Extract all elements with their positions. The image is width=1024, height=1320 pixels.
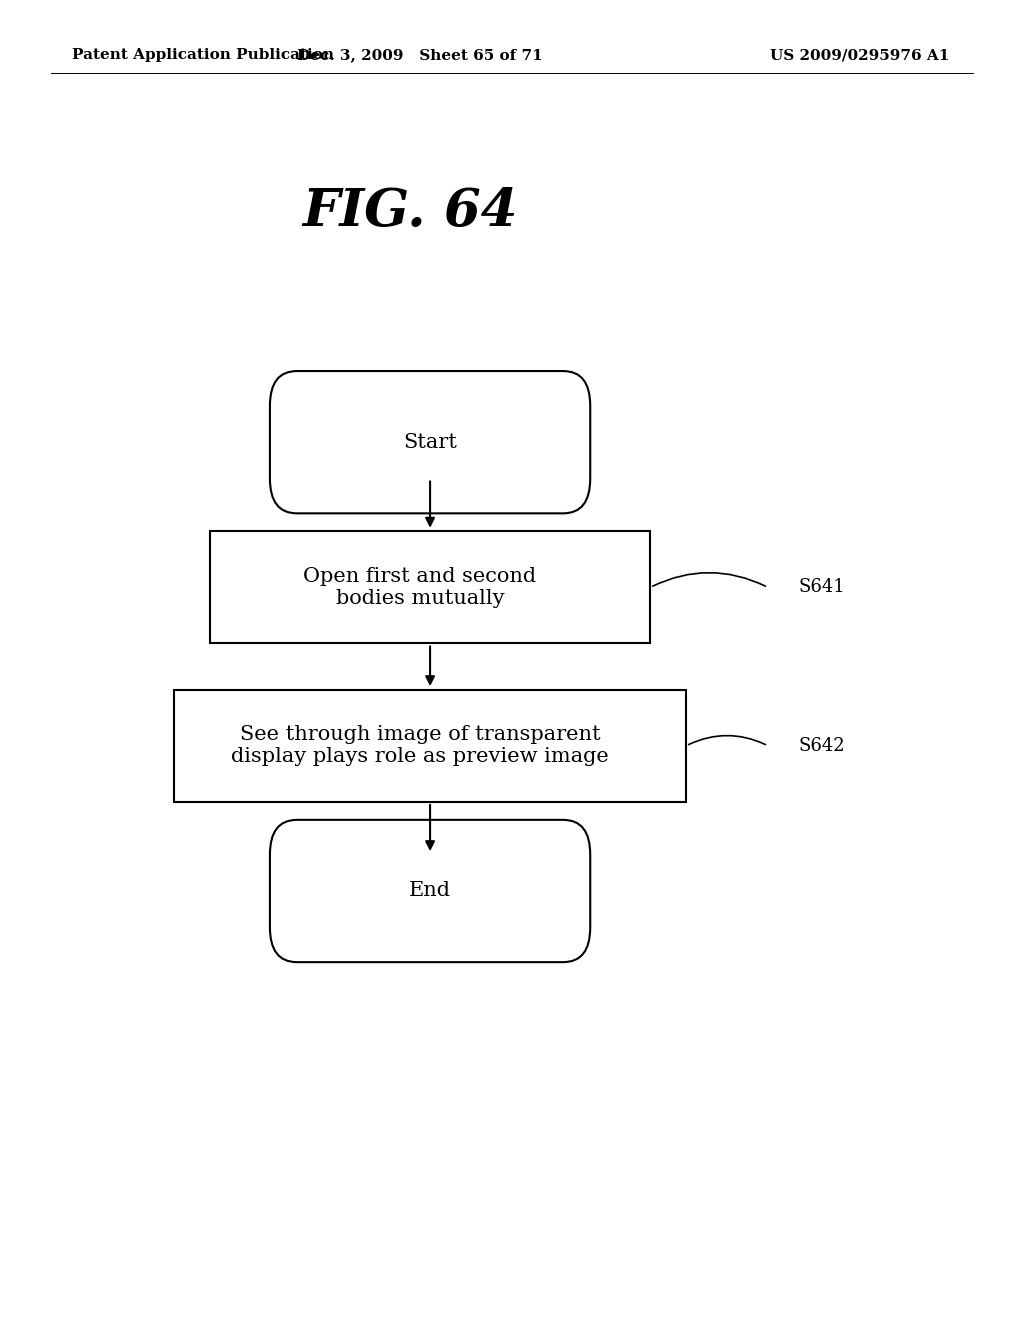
FancyBboxPatch shape [270,820,590,962]
Text: S642: S642 [799,737,846,755]
Text: Dec. 3, 2009   Sheet 65 of 71: Dec. 3, 2009 Sheet 65 of 71 [297,49,543,62]
Text: Start: Start [403,433,457,451]
Bar [210,531,650,643]
Text: See through image of transparent
display plays role as preview image: See through image of transparent display… [231,725,608,767]
Text: Patent Application Publication: Patent Application Publication [72,49,334,62]
Text: FIG. 64: FIG. 64 [302,186,517,236]
Text: S641: S641 [799,578,846,597]
Text: US 2009/0295976 A1: US 2009/0295976 A1 [770,49,950,62]
Text: End: End [409,882,452,900]
Bar [174,689,686,801]
Text: Open first and second
bodies mutually: Open first and second bodies mutually [303,566,537,609]
FancyBboxPatch shape [270,371,590,513]
